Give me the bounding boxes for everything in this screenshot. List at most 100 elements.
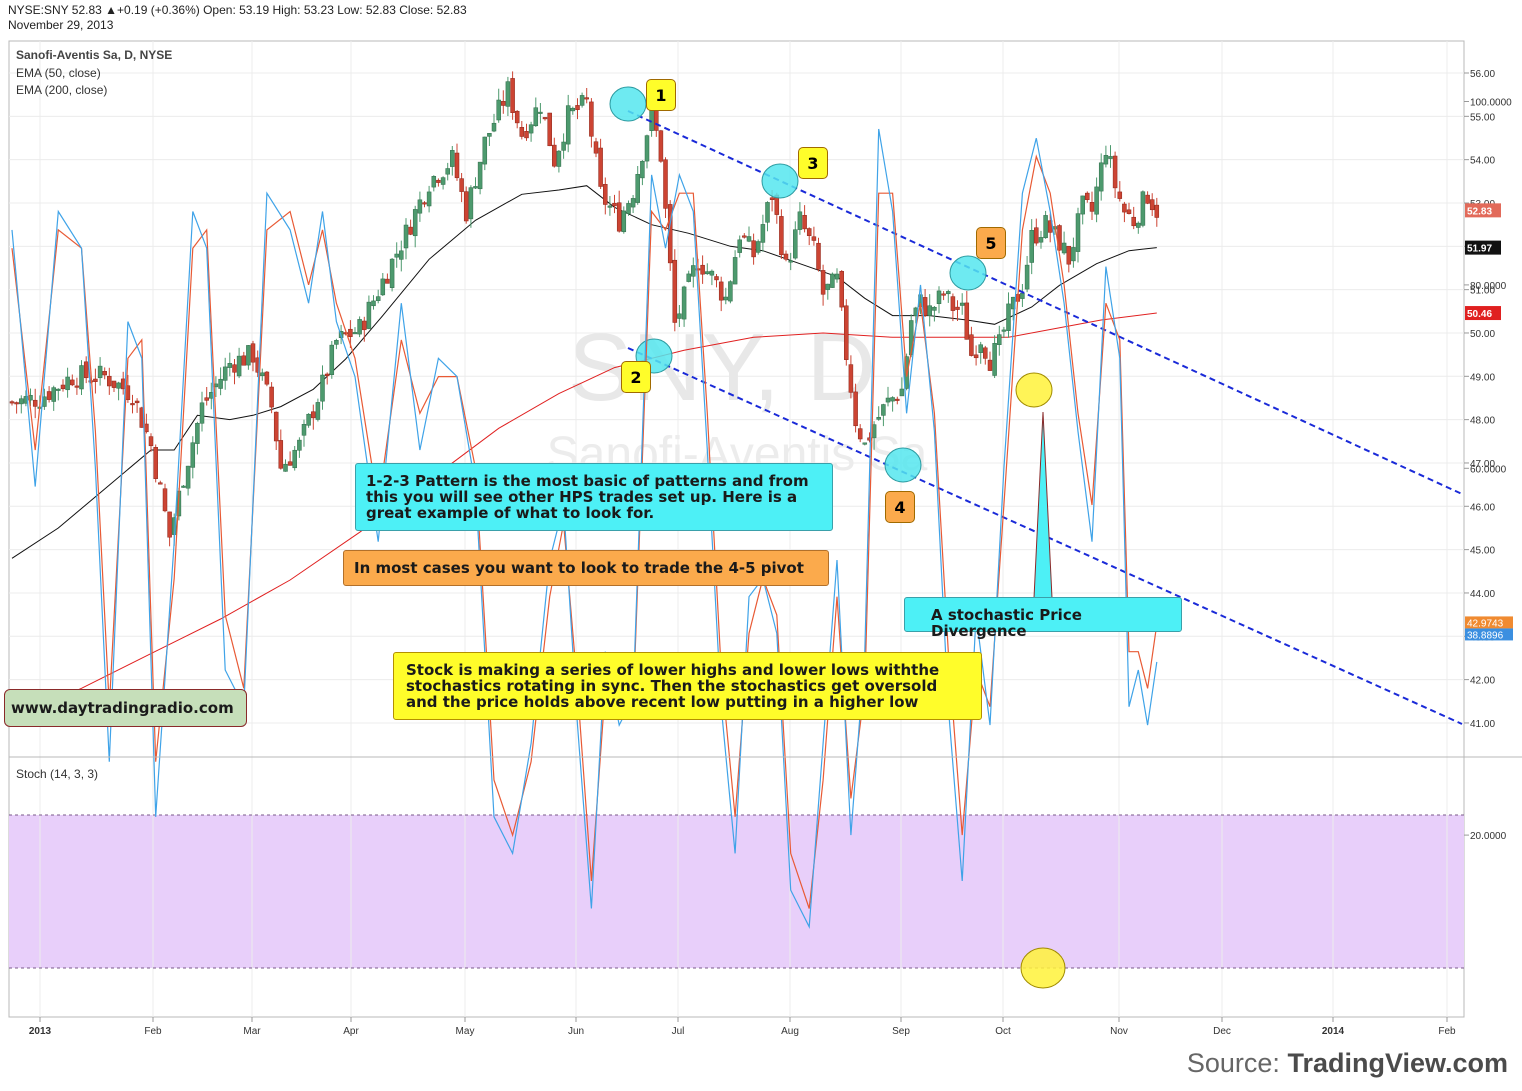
candle-down bbox=[83, 361, 89, 379]
candle-up bbox=[830, 273, 835, 288]
x-tick-label: May bbox=[456, 1026, 475, 1037]
legend-ema50[interactable]: EMA (50, close) bbox=[16, 66, 101, 80]
x-tick-label: Nov bbox=[1110, 1026, 1128, 1037]
candle-down bbox=[603, 184, 608, 205]
candle-up bbox=[997, 334, 1002, 345]
candle-down bbox=[973, 354, 979, 359]
candle-up bbox=[607, 205, 613, 208]
candle-down bbox=[250, 343, 256, 363]
candle-down bbox=[1122, 203, 1127, 213]
stoch-d-value-label: 42.9743 bbox=[1467, 618, 1504, 629]
candle-up bbox=[797, 211, 803, 230]
candle-down bbox=[9, 401, 15, 404]
ema50-value-label-bg bbox=[1465, 240, 1501, 255]
candle-down bbox=[983, 347, 988, 359]
candle-up bbox=[723, 296, 729, 301]
candle-up bbox=[371, 300, 376, 307]
candle-down bbox=[718, 281, 724, 301]
price-tick-label: 41.00 bbox=[1470, 719, 1495, 730]
source-credit[interactable]: Source: TradingView.com bbox=[1187, 1048, 1508, 1079]
candle-up bbox=[728, 281, 733, 302]
candle-up bbox=[565, 105, 571, 145]
stochastic-lines bbox=[11, 128, 1158, 929]
candle-down bbox=[700, 264, 705, 275]
candle-down bbox=[672, 259, 678, 323]
candle-up bbox=[890, 397, 895, 402]
candle-down bbox=[1112, 155, 1118, 189]
candle-down bbox=[311, 411, 316, 419]
candle-down bbox=[1131, 216, 1136, 227]
candle-up bbox=[579, 95, 585, 106]
candle-down bbox=[454, 152, 460, 179]
candle-up bbox=[496, 99, 501, 121]
candle-up bbox=[793, 229, 798, 259]
candle-down bbox=[783, 253, 789, 260]
candle-down bbox=[459, 178, 464, 192]
candle-up bbox=[431, 176, 437, 188]
pivot-3-marker bbox=[761, 163, 799, 199]
candle-up bbox=[195, 423, 200, 444]
candle-up bbox=[834, 273, 840, 280]
candle-up bbox=[528, 124, 534, 134]
price-tick-label: 45.00 bbox=[1470, 546, 1495, 557]
candle-up bbox=[691, 265, 696, 277]
watermark-symbol: SNY, D bbox=[568, 314, 876, 421]
candle-down bbox=[769, 197, 775, 200]
candle-up bbox=[440, 177, 446, 185]
candle-down bbox=[742, 235, 747, 238]
candle-down bbox=[802, 215, 807, 230]
candle-up bbox=[635, 174, 640, 203]
candle-up bbox=[992, 343, 997, 376]
candle-down bbox=[278, 440, 284, 469]
candle-down bbox=[987, 359, 993, 371]
candle-up bbox=[978, 344, 983, 353]
candle-up bbox=[681, 286, 687, 320]
stoch-d-value-bg bbox=[1465, 616, 1513, 629]
symbol-header: NYSE:SNY 52.83 ▲+0.19 (+0.36%) Open: 53.… bbox=[8, 3, 467, 17]
legend-stoch[interactable]: Stoch (14, 3, 3) bbox=[16, 767, 99, 781]
candle-up bbox=[334, 340, 339, 345]
pivot-4-marker bbox=[884, 447, 922, 483]
stoch-tick-label: 100.0000 bbox=[1470, 98, 1512, 109]
candle-down bbox=[158, 482, 163, 485]
candle-down bbox=[32, 399, 38, 407]
website-note[interactable]: www.daytradingradio.com bbox=[4, 689, 247, 727]
stoch-tick-label: 60.0000 bbox=[1470, 464, 1507, 475]
candle-down bbox=[955, 306, 960, 310]
time-axis: 2013 Feb Mar Apr May Jun Jul Aug Sep Oct Nov Dec 201… bbox=[29, 1017, 1456, 1037]
candle-up bbox=[899, 388, 905, 397]
price-divergence-marker bbox=[1015, 372, 1053, 408]
legend-title[interactable]: Sanofi-Aventis Sa, D, NYSE bbox=[16, 48, 173, 62]
legend-ema200[interactable]: EMA (200, close) bbox=[16, 83, 108, 97]
candle-up bbox=[1001, 329, 1007, 332]
candle-up bbox=[881, 404, 886, 416]
candle-up bbox=[477, 161, 483, 190]
stoch-axis: 100.0000 80.0000 60.0000 20.0000 bbox=[1464, 98, 1512, 842]
candle-up bbox=[19, 398, 24, 405]
candle-up bbox=[56, 388, 61, 391]
candle-up bbox=[1103, 155, 1109, 165]
candle-down bbox=[162, 488, 168, 512]
candle-up bbox=[315, 402, 321, 420]
candle-up bbox=[677, 313, 682, 319]
candle-up bbox=[705, 271, 710, 275]
header-date: November 29, 2013 bbox=[8, 18, 114, 32]
last-price-label-bg bbox=[1465, 203, 1501, 218]
x-tick-label: Oct bbox=[995, 1026, 1011, 1037]
candle-down bbox=[60, 384, 66, 390]
candle-up bbox=[1140, 191, 1146, 226]
candle-up bbox=[621, 210, 627, 233]
ema50-value-label: 51.97 bbox=[1467, 244, 1492, 255]
price-tick-label: 50.00 bbox=[1470, 329, 1495, 340]
candle-up bbox=[403, 224, 409, 249]
candle-up bbox=[885, 397, 891, 403]
candle-up bbox=[570, 107, 576, 112]
candle-up bbox=[190, 442, 196, 468]
divergence-note: A stochastic Price Divergence bbox=[904, 597, 1182, 639]
candle-down bbox=[779, 216, 784, 256]
candle-up bbox=[1075, 213, 1081, 252]
candle-down bbox=[941, 293, 946, 296]
candle-down bbox=[408, 226, 413, 235]
price-tick-label: 54.00 bbox=[1470, 156, 1495, 167]
